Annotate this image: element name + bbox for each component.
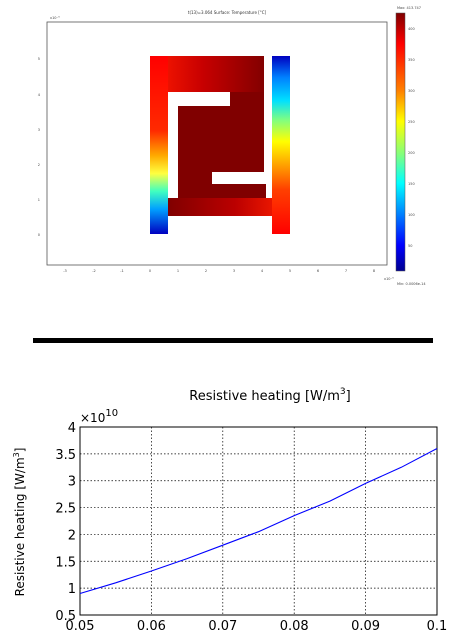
y-multiplier-exp: 10 [105, 408, 118, 419]
left-arm-region [150, 56, 168, 234]
x-tick-label: -2 [92, 269, 96, 273]
top-bar-region [150, 56, 266, 92]
x-tick-label: -1 [120, 269, 124, 273]
x-tick-label: 5 [289, 269, 291, 273]
grid [80, 427, 437, 615]
y-tick-label: 2.5 [55, 502, 76, 517]
colorbar-min-label: Min: 0.0006e-14 [397, 282, 426, 286]
x-tick-label: 1 [177, 269, 179, 273]
surface-plot-title: t(13)=3.064 Surface: Temperature [°C] [188, 10, 267, 15]
y-tick-label: 5 [38, 57, 40, 61]
surface-y-ticks: 5 4 3 2 1 0 [38, 57, 41, 237]
y-tick-label: 3 [68, 475, 76, 490]
resistive-heating-chart: Resistive heating [W/m3] ×1010 Resistive… [12, 387, 448, 634]
chart-title: Resistive heating [W/m3] [189, 387, 350, 404]
y-exponent-label: x10⁻⁵ [50, 16, 60, 20]
colorbar-tick: 400 [408, 27, 415, 31]
right-slot [264, 56, 272, 184]
plot-frame [79, 426, 438, 616]
y-axis-label-end: ] [13, 448, 27, 453]
colorbar [395, 12, 406, 272]
y-tick-label: 0 [38, 233, 40, 237]
y-tick-label: 4 [68, 421, 76, 436]
right-arm-region [272, 56, 290, 234]
x-tick-label: 4 [261, 269, 264, 273]
x-tick-label: 0.09 [351, 619, 380, 631]
colorbar-max-label: Max: 413.747 [397, 6, 421, 10]
axis-ticks: 0.05 0.06 0.07 0.08 0.09 0.1 0.5 1 1.5 2 2.5 3 3.5 4 [55, 421, 448, 634]
colorbar-tick: 300 [408, 89, 415, 93]
y-tick-label: 3 [38, 128, 40, 132]
colorbar-ticks: 400 350 300 250 200 150 100 50 [408, 27, 415, 248]
x-tick-label: 0.08 [280, 619, 309, 631]
y-multiplier: ×1010 [80, 408, 118, 425]
series [79, 448, 438, 595]
x-tick-label: 2 [205, 269, 207, 273]
chart-title-main: Resistive heating [W/m [189, 389, 340, 404]
resistive-heating-line [79, 448, 438, 595]
y-tick-label: 1 [38, 198, 40, 202]
x-exponent-label: x10⁻⁵ [384, 277, 394, 281]
y-tick-label: 3.5 [55, 448, 76, 463]
x-tick-label: 7 [345, 269, 347, 273]
x-tick-label: 0 [149, 269, 151, 273]
y-tick-label: 1 [68, 582, 76, 597]
y-axis-label-sup: 3 [12, 452, 21, 457]
x-tick-label: 3 [233, 269, 235, 273]
colorbar-tick: 250 [408, 120, 415, 124]
y-tick-label: 2 [68, 528, 76, 543]
x-tick-label: 0.05 [66, 619, 95, 631]
left-slot [168, 92, 178, 198]
y-axis-label-main: Resistive heating [W/m [13, 457, 27, 596]
y-tick-label: 0.5 [55, 609, 76, 624]
x-tick-label: 6 [317, 269, 319, 273]
surface-x-ticks: -3 -2 -1 0 1 2 3 4 5 6 7 8 [63, 269, 375, 273]
colorbar-tick: 100 [408, 213, 415, 217]
section-divider [33, 338, 433, 343]
x-tick-label: 0.1 [427, 619, 448, 631]
heater-geometry [150, 56, 290, 234]
x-tick-label: -3 [63, 269, 67, 273]
bottom-bar-region [168, 198, 290, 216]
colorbar-tick: 50 [408, 244, 412, 248]
y-tick-label: 2 [38, 163, 40, 167]
y-multiplier-base: ×10 [80, 411, 105, 425]
resistive-heating-figure: Resistive heating [W/m3] ×1010 Resistive… [0, 370, 451, 634]
y-tick-label: 4 [38, 93, 41, 97]
x-tick-label: 0.06 [137, 619, 166, 631]
colorbar-tick: 200 [408, 151, 415, 155]
colorbar-tick: 350 [408, 58, 415, 62]
x-tick-label: 8 [373, 269, 375, 273]
chart-title-end: ] [346, 389, 351, 404]
colorbar-tick: 150 [408, 182, 415, 186]
temperature-figure: t(13)=3.064 Surface: Temperature [°C] x1… [0, 0, 451, 295]
chart-title-sup: 3 [340, 387, 346, 397]
x-tick-label: 0.07 [208, 619, 237, 631]
upper-slot [168, 92, 230, 106]
y-tick-label: 1.5 [55, 555, 76, 570]
lower-slot [212, 172, 272, 184]
y-axis-label: Resistive heating [W/m3] [12, 448, 27, 597]
temperature-plot: t(13)=3.064 Surface: Temperature [°C] x1… [38, 6, 427, 286]
